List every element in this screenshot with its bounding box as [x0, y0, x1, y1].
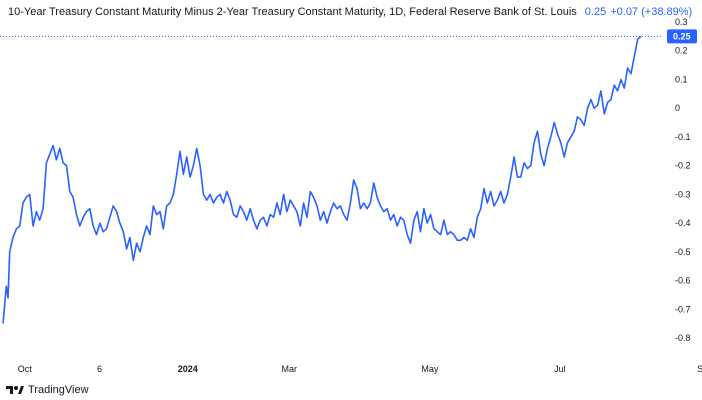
- tradingview-logo-icon: [6, 386, 24, 394]
- series-line[interactable]: [2, 35, 642, 324]
- x-tick-label: Oct: [18, 364, 33, 374]
- x-tick-label: 6: [97, 364, 102, 374]
- y-tick-label: -0.6: [675, 276, 691, 286]
- footer-branding[interactable]: TradingView: [6, 384, 89, 396]
- x-tick-label: May: [421, 364, 439, 374]
- y-tick-label: 0: [675, 103, 680, 113]
- change-value: +0.07 (+38.89%): [610, 6, 693, 18]
- x-tick-label: Jul: [554, 364, 566, 374]
- y-tick-label: -0.1: [675, 132, 691, 142]
- y-tick-label: 0.3: [675, 17, 688, 27]
- y-tick-label: -0.3: [675, 189, 691, 199]
- y-tick-label: -0.7: [675, 304, 691, 314]
- chart-title: 10-Year Treasury Constant Maturity Minus…: [8, 6, 577, 18]
- y-tick-label: -0.8: [675, 333, 691, 343]
- last-value-tag-bg: [667, 29, 697, 44]
- x-tick-label: Mar: [282, 364, 298, 374]
- x-axis[interactable]: Oct62024MarMayJulSep3: [18, 364, 702, 374]
- plot-area: [0, 35, 662, 324]
- y-tick-label: 0.1: [675, 74, 688, 84]
- y-tick-label: -0.5: [675, 247, 691, 257]
- last-value: 0.25: [584, 6, 607, 18]
- brand-name: TradingView: [28, 384, 89, 396]
- y-tick-label: -0.2: [675, 161, 691, 171]
- chart-header: 10-Year Treasury Constant Maturity Minus…: [8, 6, 692, 18]
- x-tick-label: 2024: [178, 364, 198, 374]
- last-value-tag-label: 0.25: [673, 31, 691, 41]
- y-tick-label: -0.4: [675, 218, 691, 228]
- y-axis[interactable]: 0.3 0.2 0.1 0 -0.1 -0.2 -0.3 -0.4 -0.5 -0.6 -0.7 -0…: [667, 17, 697, 343]
- line-chart[interactable]: 0.3 0.2 0.1 0 -0.1 -0.2 -0.3 -0.4 -0.5 -0.6 -0.7 -0…: [0, 0, 702, 380]
- last-value-tag: 0.25: [667, 29, 697, 44]
- y-tick-label: 0.2: [675, 46, 688, 56]
- x-tick-label: Sep: [697, 364, 702, 374]
